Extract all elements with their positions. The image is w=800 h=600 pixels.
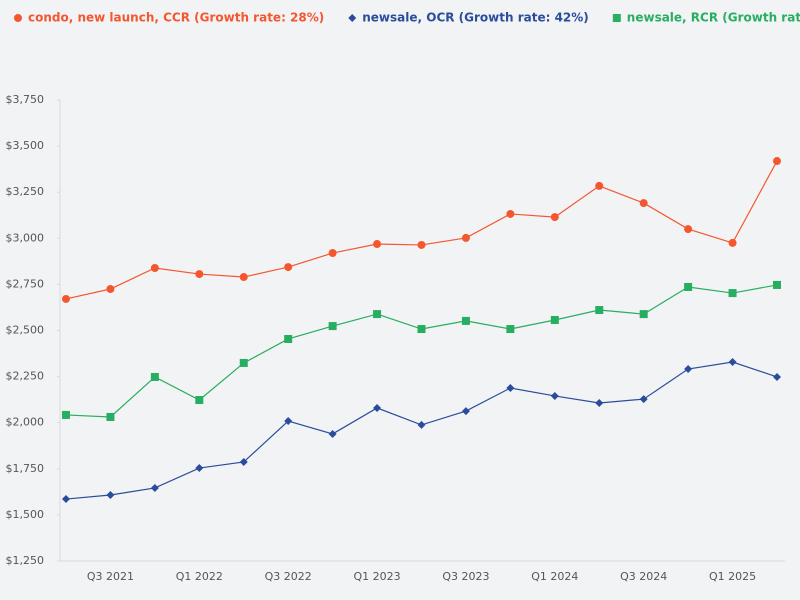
data-point xyxy=(595,181,604,190)
data-point xyxy=(595,398,604,407)
data-point xyxy=(150,372,159,381)
legend-label: newsale, OCR (Growth rate: 42%) xyxy=(362,11,589,25)
data-point xyxy=(506,384,515,393)
data-point xyxy=(773,280,781,289)
data-point xyxy=(239,358,248,367)
y-tick-label: $2,250 xyxy=(6,370,45,383)
data-point xyxy=(417,420,426,429)
x-tick-label: Q3 2021 xyxy=(87,570,134,583)
y-tick-label: $2,750 xyxy=(6,277,45,290)
data-point xyxy=(728,358,737,367)
data-point xyxy=(773,372,781,381)
data-point xyxy=(595,306,604,315)
data-point xyxy=(195,270,204,279)
y-tick-label: $3,750 xyxy=(6,93,45,106)
y-tick-label: $2,000 xyxy=(6,416,45,429)
data-point xyxy=(373,403,382,412)
data-point xyxy=(328,429,337,438)
data-point xyxy=(62,410,70,419)
data-point xyxy=(417,240,426,249)
data-point xyxy=(461,407,470,416)
data-point xyxy=(728,238,737,247)
y-tick-label: $3,500 xyxy=(6,139,45,152)
x-tick-label: Q1 2023 xyxy=(353,570,400,583)
y-tick-label: $1,750 xyxy=(6,462,45,475)
y-tick-label: $1,500 xyxy=(6,508,45,521)
legend-marker xyxy=(348,14,357,22)
data-point xyxy=(506,325,515,334)
data-point xyxy=(773,157,781,166)
x-tick-label: Q3 2022 xyxy=(265,570,312,583)
data-point xyxy=(239,457,248,466)
data-point xyxy=(506,209,515,218)
y-tick-label: $2,500 xyxy=(6,324,45,337)
data-point xyxy=(639,310,648,319)
data-point xyxy=(62,294,70,303)
data-point xyxy=(284,334,293,343)
data-point xyxy=(373,310,382,319)
data-point xyxy=(150,483,159,492)
y-tick-label: $1,250 xyxy=(6,554,45,567)
data-point xyxy=(684,282,693,291)
x-tick-label: Q1 2022 xyxy=(176,570,223,583)
x-tick-label: Q3 2023 xyxy=(442,570,489,583)
data-point xyxy=(328,249,337,258)
data-point xyxy=(684,225,693,234)
data-point xyxy=(284,263,293,272)
data-point xyxy=(284,417,293,426)
y-tick-label: $3,250 xyxy=(6,185,45,198)
data-point xyxy=(639,199,648,208)
data-point xyxy=(550,213,559,222)
data-point xyxy=(461,233,470,242)
y-tick-label: $3,000 xyxy=(6,231,45,244)
data-point xyxy=(106,285,115,294)
data-point xyxy=(195,396,204,405)
data-point xyxy=(195,464,204,473)
legend-label: condo, new launch, CCR (Growth rate: 28%… xyxy=(28,11,324,25)
data-point xyxy=(150,263,159,272)
data-point xyxy=(417,325,426,334)
data-point xyxy=(239,273,248,282)
data-point xyxy=(684,365,693,374)
legend-label: newsale, RCR (Growth rate: 35%) xyxy=(627,11,800,25)
x-tick-label: Q3 2024 xyxy=(620,570,667,583)
data-point xyxy=(328,322,337,331)
legend-marker xyxy=(612,14,621,22)
x-tick-label: Q1 2024 xyxy=(531,570,578,583)
data-point xyxy=(106,412,115,421)
legend-marker xyxy=(14,14,22,22)
data-point xyxy=(728,289,737,298)
data-point xyxy=(461,316,470,325)
data-point xyxy=(373,240,382,249)
x-tick-label: Q1 2025 xyxy=(709,570,756,583)
data-point xyxy=(106,490,115,499)
data-point xyxy=(62,495,70,504)
data-point xyxy=(639,395,648,404)
data-point xyxy=(550,315,559,324)
data-point xyxy=(550,391,559,400)
